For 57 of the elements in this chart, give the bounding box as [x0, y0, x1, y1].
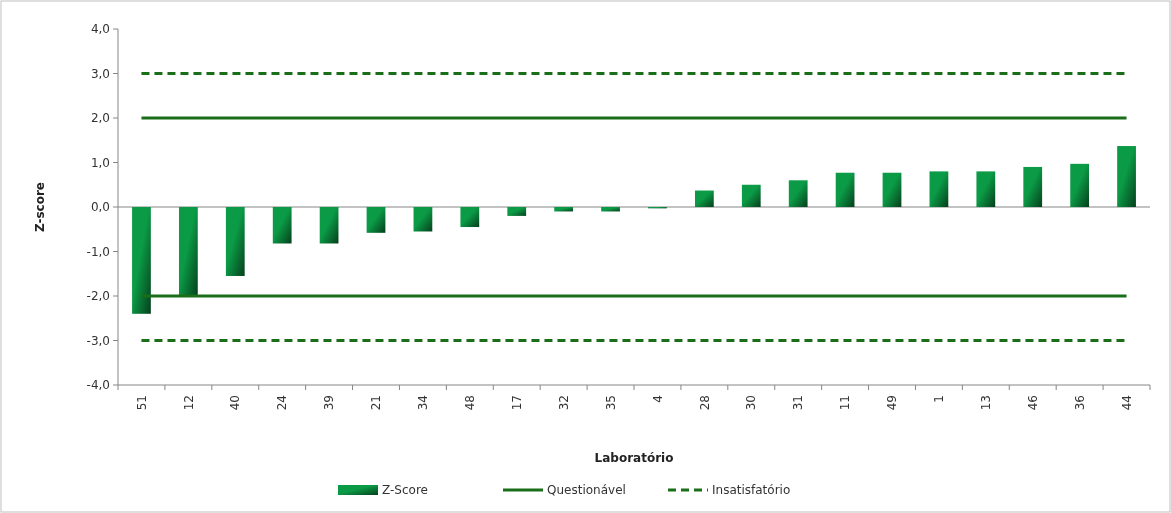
x-tick-label: 31	[791, 395, 806, 411]
y-tick-label: -2,0	[86, 289, 110, 304]
bar	[132, 207, 151, 314]
x-tick-label: 4	[650, 395, 665, 403]
bar	[788, 180, 808, 207]
bar	[601, 207, 620, 212]
legend-label: Insatisfatório	[712, 483, 791, 498]
y-tick-label: -1,0	[86, 244, 110, 259]
x-tick-label: 44	[1119, 395, 1134, 411]
bar	[694, 190, 714, 207]
x-tick-label: 30	[744, 395, 759, 411]
bar	[741, 184, 761, 207]
x-tick-label: 17	[509, 395, 524, 411]
y-tick-label: 3,0	[90, 66, 110, 81]
bar	[366, 207, 386, 233]
legend-label: Z-Score	[382, 483, 428, 498]
bar	[1070, 163, 1090, 207]
bar	[507, 207, 527, 216]
bar	[929, 171, 949, 207]
legend-label: Questionável	[547, 483, 626, 498]
y-tick-label: 1,0	[90, 155, 110, 170]
bar	[319, 207, 339, 244]
y-tick-label: 0,0	[90, 200, 110, 215]
y-axis-title: Z-score	[33, 181, 47, 233]
x-tick-label: 24	[275, 395, 290, 411]
bar	[460, 207, 480, 228]
y-tick-label: 4,0	[90, 22, 110, 37]
x-tick-label: 39	[322, 395, 337, 411]
x-tick-label: 12	[181, 395, 196, 411]
bar	[413, 207, 433, 232]
bar	[835, 172, 855, 207]
bar	[554, 207, 574, 212]
x-axis-title: Laboratório	[594, 451, 674, 465]
x-tick-label: 21	[369, 395, 384, 411]
x-tick-label: 34	[416, 395, 431, 411]
x-tick-label: 28	[697, 395, 712, 411]
x-tick-label: 13	[979, 395, 994, 411]
bar	[272, 207, 292, 244]
x-tick-label: 36	[1072, 395, 1087, 411]
x-tick-label: 48	[463, 395, 478, 411]
x-tick-label: 1	[932, 395, 947, 403]
x-tick-label: 35	[603, 395, 618, 411]
bar	[882, 172, 902, 207]
x-tick-label: 40	[228, 395, 243, 411]
y-tick-label: 2,0	[90, 111, 110, 126]
x-tick-label: 32	[556, 395, 571, 411]
bar	[225, 207, 245, 276]
x-tick-label: 49	[885, 395, 900, 411]
bar	[178, 207, 198, 296]
x-tick-label: 51	[134, 395, 149, 411]
x-tick-label: 46	[1025, 395, 1040, 411]
y-tick-label: -4,0	[86, 378, 110, 393]
x-tick-label: 11	[838, 395, 853, 411]
y-tick-label: -3,0	[86, 333, 110, 348]
bar	[976, 171, 996, 207]
bar	[1117, 146, 1136, 207]
bar	[1023, 166, 1043, 207]
